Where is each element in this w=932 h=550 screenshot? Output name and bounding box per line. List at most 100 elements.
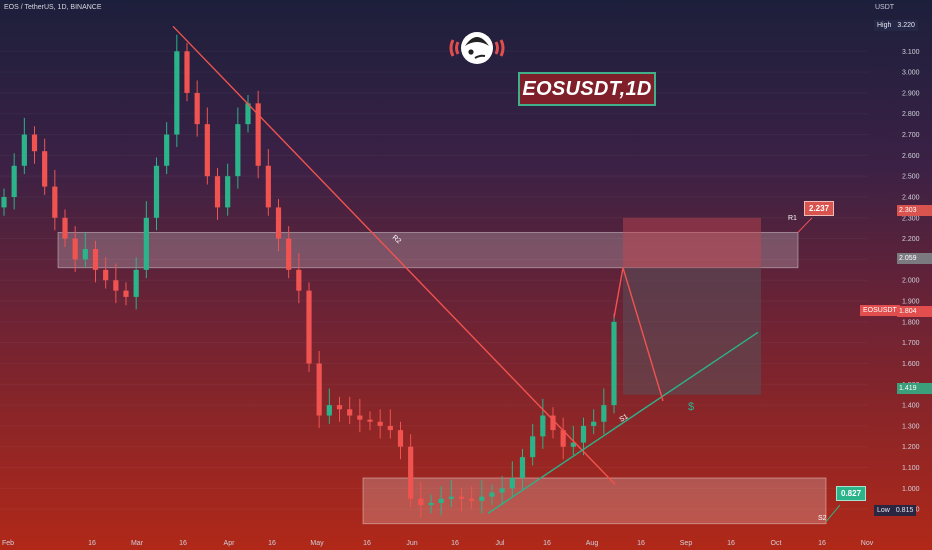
dollar-icon: $ <box>688 401 694 413</box>
candle-body <box>408 446 414 499</box>
price-tag: 1.419 <box>897 383 932 394</box>
candle-body <box>326 405 332 416</box>
candle-body <box>347 409 353 416</box>
candle-body <box>316 363 322 416</box>
candle-body <box>31 134 38 152</box>
y-tick-label: 3.000 <box>902 70 920 77</box>
x-tick-label: Mar <box>131 540 144 547</box>
x-tick-label: Sep <box>680 540 693 547</box>
candle-body <box>336 405 343 410</box>
projected-path <box>613 267 664 402</box>
r2-label: R2 <box>391 234 402 245</box>
y-tick-label: 2.900 <box>902 90 920 97</box>
symbol-info: EOS / TetherUS, 1D, BINANCE <box>4 4 102 11</box>
candle-body <box>550 415 556 431</box>
axis-unit-label: USDT <box>875 4 895 11</box>
chart-title: EOSUSDT,1D <box>518 72 656 106</box>
candle-body <box>103 269 109 281</box>
candle-body <box>174 51 180 135</box>
low-value: 0.815 <box>895 507 914 514</box>
y-tick-label: 1.200 <box>902 444 920 451</box>
candle-body <box>1 196 7 208</box>
x-tick-label: 16 <box>637 540 645 547</box>
x-tick-label: 16 <box>179 540 187 547</box>
y-tick-label: 2.600 <box>902 153 920 160</box>
candle-body <box>367 419 373 422</box>
candle-body <box>245 103 251 125</box>
x-tick-label: Jun <box>406 540 417 547</box>
trendline-s1 <box>487 331 759 514</box>
zones <box>57 217 827 525</box>
candle-body <box>499 488 505 493</box>
candle-body <box>21 134 27 166</box>
candle-body <box>428 502 434 506</box>
candle-body <box>570 442 576 447</box>
high-label: High <box>877 22 892 29</box>
candle-body <box>540 415 546 437</box>
candle-body <box>123 290 129 297</box>
author-logo-icon <box>449 32 505 64</box>
candle-body <box>601 405 607 422</box>
high-value: 3.220 <box>897 22 915 29</box>
s2-callout: 0.827 <box>836 486 867 501</box>
projection-box-bottom <box>623 267 761 395</box>
s1-label: S1 <box>619 413 630 423</box>
candlestick-series <box>1 34 617 518</box>
candle-body <box>580 425 587 443</box>
candle-body <box>52 186 58 218</box>
x-tick-label: Aug <box>586 540 599 547</box>
y-tick-label: 2.000 <box>902 278 920 285</box>
candle-body <box>113 280 119 291</box>
candle-body <box>214 176 221 208</box>
y-tick-label: 3.100 <box>902 49 920 56</box>
x-tick-label: May <box>310 540 324 547</box>
candle-body <box>458 496 465 499</box>
candle-body <box>153 165 160 218</box>
candle-body <box>143 217 149 270</box>
trendline-r2 <box>172 25 616 485</box>
candle-body <box>184 51 190 93</box>
candle-body <box>194 92 200 125</box>
y-tick-label: 2.200 <box>902 236 920 243</box>
candle-body <box>306 290 312 364</box>
high-marker: High 3.220 <box>874 20 918 31</box>
y-tick-label: 1.600 <box>902 361 920 368</box>
y-tick-label: 2.400 <box>902 194 920 201</box>
x-tick-label: Jul <box>496 540 505 547</box>
candle-body <box>387 425 393 431</box>
candle-body <box>611 321 617 406</box>
candle-body <box>82 249 88 260</box>
x-tick-label: 16 <box>451 540 459 547</box>
candle-body <box>42 151 48 187</box>
x-tick-label: Oct <box>771 540 782 547</box>
s2-pointer <box>825 504 841 522</box>
y-tick-label: 1.900 <box>902 299 920 306</box>
candle-body <box>296 269 302 291</box>
y-tick-label: 1.100 <box>902 465 920 472</box>
x-tick-label: 16 <box>268 540 276 547</box>
drawings: R2 S1 R1 S2 $ <box>172 25 841 522</box>
candle-body <box>92 249 99 270</box>
candle-body <box>62 217 68 239</box>
r1-pointer <box>797 217 813 233</box>
y-tick-label: 1.400 <box>902 403 920 410</box>
time-axis[interactable]: Feb 16 Mar 16 Apr 16 May 16 Jun 16 Jul 16 Aug 16 Sep 16… <box>2 540 874 547</box>
price-tag: 2.303 <box>897 205 932 216</box>
x-tick-label: 16 <box>818 540 826 547</box>
candle-body <box>469 498 475 501</box>
candle-body <box>438 498 444 503</box>
y-tick-label: 2.500 <box>902 174 920 181</box>
candle-body <box>255 103 261 166</box>
price-axis[interactable]: 3.100 3.000 2.900 2.800 2.700 2.600 2.500 2.400… <box>902 49 920 514</box>
candle-body <box>489 492 495 497</box>
candle-body <box>357 415 363 420</box>
candle-body <box>133 269 139 297</box>
y-tick-label: 2.700 <box>902 132 920 139</box>
x-tick-label: 16 <box>363 540 371 547</box>
candle-body <box>479 496 485 501</box>
s2-label: S2 <box>818 515 827 522</box>
x-tick-label: Nov <box>861 540 874 547</box>
y-tick-label: 1.800 <box>902 319 920 326</box>
y-tick-label: 2.300 <box>902 215 920 222</box>
